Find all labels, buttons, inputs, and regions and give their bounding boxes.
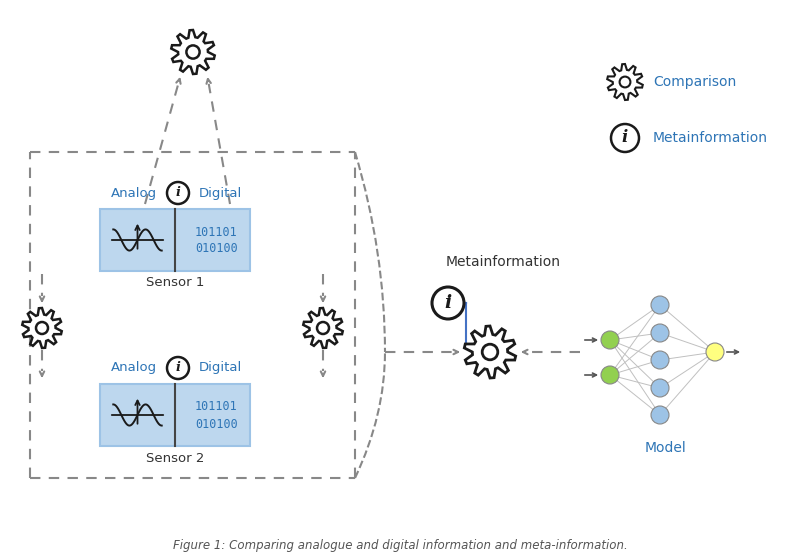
Polygon shape xyxy=(171,30,214,74)
Circle shape xyxy=(611,124,639,152)
Polygon shape xyxy=(22,308,62,348)
Circle shape xyxy=(36,322,48,334)
Circle shape xyxy=(651,296,669,314)
Polygon shape xyxy=(464,326,516,378)
Polygon shape xyxy=(607,64,642,100)
Circle shape xyxy=(651,379,669,397)
Circle shape xyxy=(651,406,669,424)
Text: 101101: 101101 xyxy=(195,400,238,414)
Text: Sensor 2: Sensor 2 xyxy=(146,451,204,465)
Text: Digital: Digital xyxy=(199,362,242,374)
Text: Analog: Analog xyxy=(111,186,157,200)
Text: Figure 1: Comparing analogue and digital information and meta-information.: Figure 1: Comparing analogue and digital… xyxy=(173,539,627,551)
Text: i: i xyxy=(622,129,628,146)
Text: Metainformation: Metainformation xyxy=(446,255,561,269)
Text: i: i xyxy=(445,294,451,311)
Text: 101101: 101101 xyxy=(195,226,238,238)
Text: 010100: 010100 xyxy=(195,243,238,255)
Circle shape xyxy=(432,287,464,319)
Circle shape xyxy=(167,357,189,379)
Circle shape xyxy=(651,324,669,342)
Polygon shape xyxy=(303,308,342,348)
Circle shape xyxy=(482,344,498,360)
FancyBboxPatch shape xyxy=(100,209,250,271)
Text: Digital: Digital xyxy=(199,186,242,200)
Circle shape xyxy=(167,182,189,204)
Circle shape xyxy=(706,343,724,361)
Text: Sensor 1: Sensor 1 xyxy=(146,276,204,290)
Text: Analog: Analog xyxy=(111,362,157,374)
Text: i: i xyxy=(175,186,181,199)
Circle shape xyxy=(651,351,669,369)
Text: Metainformation: Metainformation xyxy=(653,131,768,145)
Circle shape xyxy=(601,331,619,349)
Text: i: i xyxy=(175,361,181,374)
Circle shape xyxy=(619,77,630,87)
Text: Comparison: Comparison xyxy=(653,75,736,89)
Circle shape xyxy=(317,322,329,334)
Circle shape xyxy=(601,366,619,384)
Text: 010100: 010100 xyxy=(195,418,238,430)
Text: Model: Model xyxy=(644,441,686,455)
Circle shape xyxy=(186,45,200,59)
FancyBboxPatch shape xyxy=(100,384,250,446)
